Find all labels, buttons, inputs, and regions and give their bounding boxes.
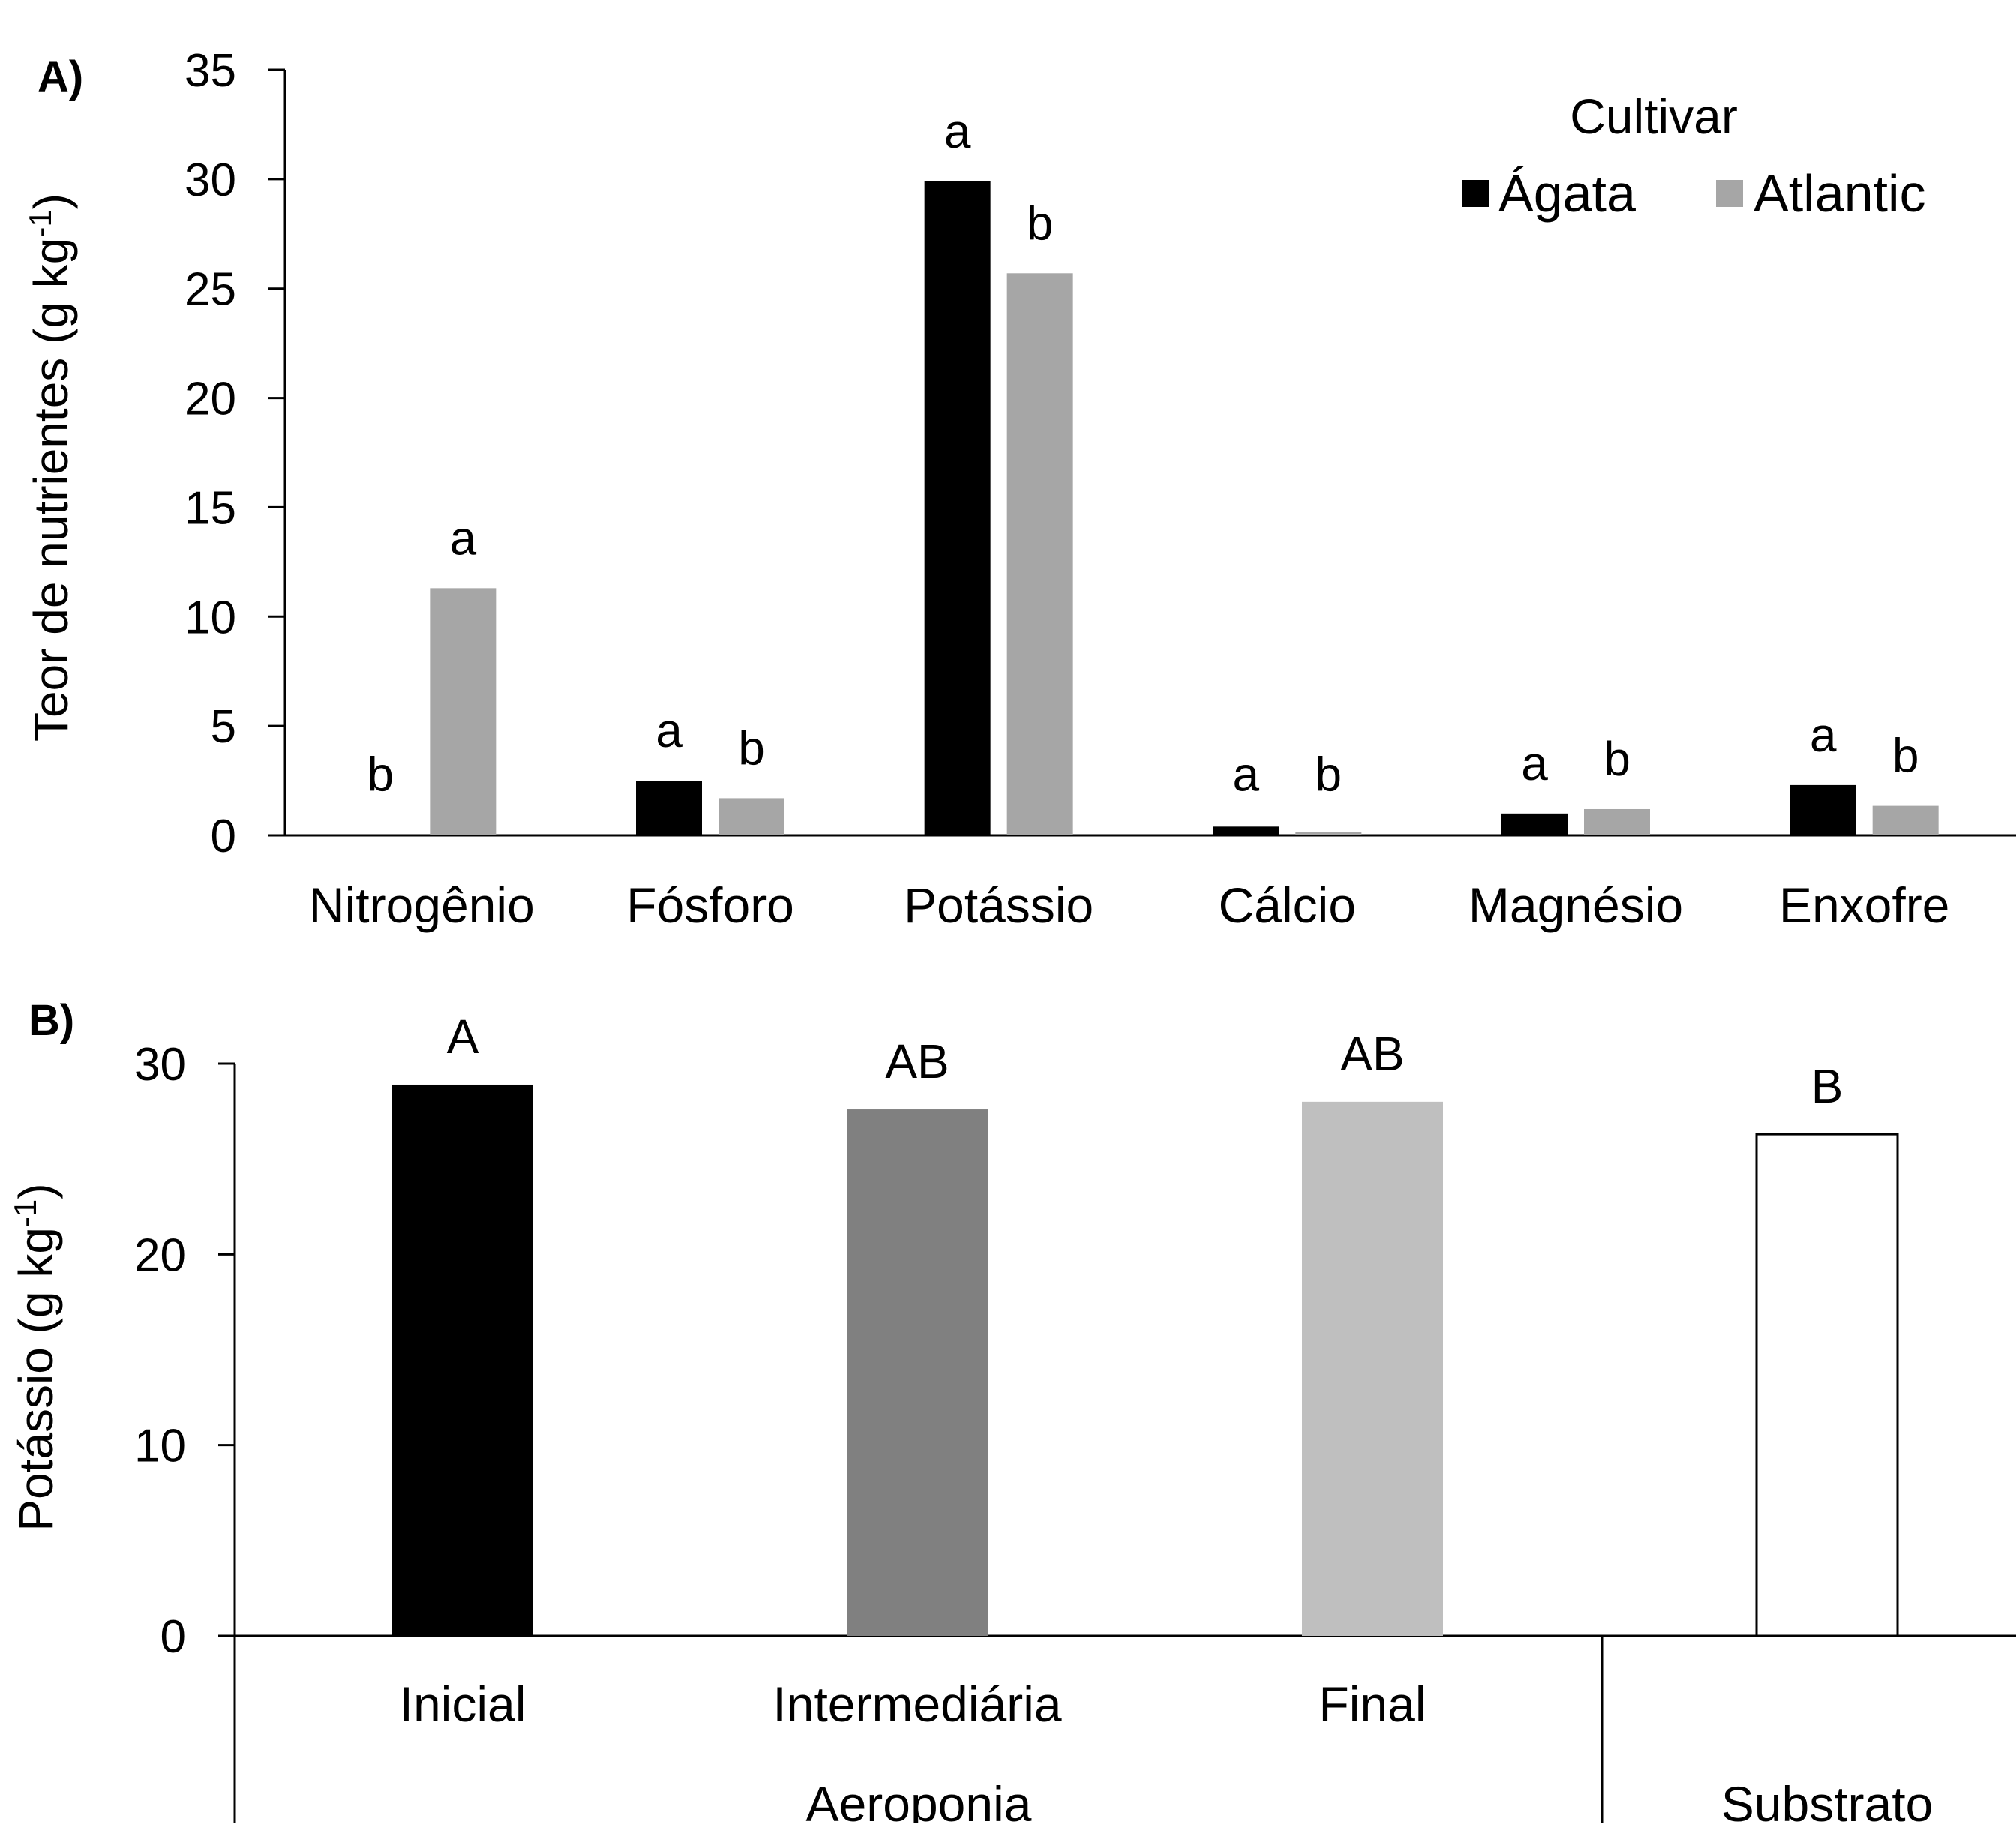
legend-entry: Ágata — [1498, 164, 1636, 223]
significance-label: a — [944, 104, 971, 158]
ylabel-close: ) — [24, 194, 78, 209]
y-tick-label: 0 — [160, 1611, 186, 1663]
bar — [430, 588, 496, 836]
x-tick-label: Fósforo — [626, 878, 794, 933]
x-tick-label: Inicial — [400, 1676, 526, 1732]
bar — [636, 781, 702, 836]
bar — [392, 1084, 533, 1636]
bar — [924, 181, 991, 836]
bar — [1502, 813, 1568, 836]
significance-label: a — [450, 511, 477, 565]
ylabel-superscript: -1 — [22, 209, 58, 237]
panel-label: A) — [38, 52, 83, 101]
x-tick-label: Enxofre — [1779, 878, 1949, 933]
y-tick-label: 25 — [184, 264, 236, 316]
y-tick-label: 10 — [134, 1420, 186, 1472]
y-axis-label: Potássio (g kg-1) — [8, 1183, 63, 1531]
bar — [718, 798, 784, 836]
y-tick-label: 20 — [184, 374, 236, 425]
significance-label: b — [738, 721, 765, 775]
bar — [1295, 832, 1362, 836]
significance-label: b — [1027, 196, 1054, 250]
bar — [1584, 808, 1650, 836]
y-tick-label: 35 — [184, 45, 236, 97]
bar — [1755, 1132, 1899, 1637]
x-tick-label: Magnésio — [1468, 878, 1683, 933]
significance-label: b — [1892, 729, 1919, 783]
ylabel-main: Teor de nutrientes (g kg — [24, 238, 78, 742]
y-tick-label: 0 — [211, 811, 236, 862]
significance-label: a — [1810, 708, 1837, 762]
bar — [1213, 826, 1280, 836]
legend-entry: Atlantic — [1754, 164, 1926, 223]
significance-label: b — [1604, 732, 1630, 786]
bar — [847, 1109, 988, 1636]
legend-swatch — [1462, 180, 1490, 207]
x-tick-label: Potássio — [904, 878, 1094, 933]
significance-label: a — [656, 704, 682, 758]
x-tick-label: Nitrogênio — [309, 878, 535, 933]
group-label: Substrato — [1721, 1776, 1934, 1823]
group-label: Aeroponia — [806, 1776, 1032, 1823]
ylabel-superscript: -1 — [8, 1199, 43, 1227]
x-tick-label: Final — [1318, 1676, 1426, 1732]
y-axis-label: Teor de nutrientes (g kg-1) — [22, 194, 78, 742]
y-tick-label: 30 — [134, 1039, 186, 1090]
significance-label: a — [1233, 747, 1260, 801]
y-tick-label: 30 — [184, 154, 236, 206]
significance-label: B — [1811, 1059, 1844, 1113]
y-tick-label: 20 — [134, 1229, 186, 1281]
legend-swatch — [1716, 180, 1743, 207]
significance-label: AB — [1340, 1027, 1404, 1081]
significance-label: AB — [885, 1034, 949, 1088]
x-tick-label: Cálcio — [1219, 878, 1356, 933]
ylabel-close: ) — [9, 1183, 63, 1198]
chart-a: A) 0 5 10 15 20 25 30 35 Teor de nutrientes (g kg… — [22, 45, 2016, 933]
y-tick-label: 10 — [184, 592, 236, 644]
y-tick-label: 5 — [211, 701, 236, 753]
ylabel-main: Potássio (g kg — [9, 1227, 63, 1532]
significance-label: b — [368, 747, 394, 801]
bar — [1302, 1101, 1443, 1636]
significance-label: b — [1316, 747, 1342, 801]
x-tick-label: Intermediária — [772, 1676, 1061, 1732]
legend-title: Cultivar — [1570, 88, 1738, 144]
y-tick-label: 15 — [184, 482, 236, 534]
panel-label: B) — [28, 996, 74, 1045]
chart-b: B) 0 10 20 30 Potássio (g kg-1) A Inicial AB Inte… — [8, 996, 2016, 1827]
bar — [1872, 806, 1939, 836]
bar — [1790, 784, 1856, 836]
significance-label: A — [447, 1010, 479, 1064]
significance-label: a — [1521, 736, 1548, 790]
bar — [1006, 273, 1073, 836]
